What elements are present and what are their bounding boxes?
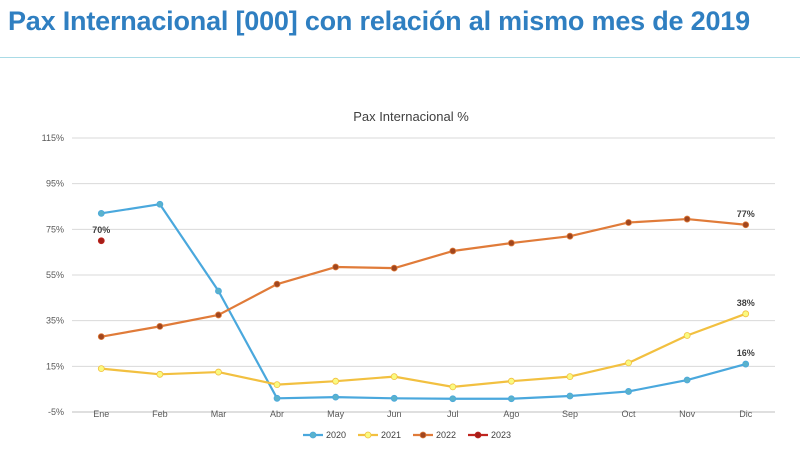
data-point bbox=[97, 209, 105, 217]
data-point bbox=[390, 264, 398, 272]
y-axis-ticks: -5% 15% 35% 55% 75% 95% 115% bbox=[42, 133, 64, 417]
data-point bbox=[273, 280, 281, 288]
data-point bbox=[507, 239, 515, 247]
data-point bbox=[156, 200, 164, 208]
data-point bbox=[507, 377, 515, 385]
data-point bbox=[566, 232, 574, 240]
data-point bbox=[332, 377, 340, 385]
series-line-2022 bbox=[101, 217, 746, 338]
data-point bbox=[332, 393, 340, 401]
data-label: 77% bbox=[737, 209, 755, 219]
x-tick-label: Feb bbox=[152, 409, 168, 419]
data-point bbox=[683, 376, 691, 384]
data-point bbox=[156, 370, 164, 378]
y-tick-label: -5% bbox=[48, 407, 64, 417]
chart-title: Pax Internacional % bbox=[353, 109, 469, 124]
legend-label: 2020 bbox=[326, 430, 346, 440]
x-axis-ticks: Ene Feb Mar Abr May Jun Jul Ago Sep Oct Nov Dic bbox=[93, 409, 752, 419]
data-point bbox=[156, 322, 164, 330]
data-point bbox=[625, 219, 632, 226]
title-divider bbox=[0, 57, 800, 58]
legend-label: 2021 bbox=[381, 430, 401, 440]
x-tick-label: Oct bbox=[622, 409, 637, 419]
data-point bbox=[97, 237, 105, 245]
data-point bbox=[625, 388, 632, 395]
x-tick-label: Abr bbox=[270, 409, 284, 419]
data-label: 38% bbox=[737, 298, 755, 308]
x-tick-label: Sep bbox=[562, 409, 578, 419]
data-point bbox=[449, 247, 457, 255]
data-point bbox=[273, 381, 281, 389]
data-point bbox=[742, 221, 750, 229]
data-point bbox=[215, 368, 222, 376]
data-point bbox=[97, 333, 105, 341]
x-tick-label: Mar bbox=[211, 409, 227, 419]
data-label: 16% bbox=[737, 348, 755, 358]
x-tick-label: May bbox=[327, 409, 345, 419]
x-tick-label: Nov bbox=[679, 409, 696, 419]
x-tick-label: Jul bbox=[447, 409, 459, 419]
data-point bbox=[625, 359, 632, 367]
data-labels: 16% 38% 77% 70% bbox=[92, 209, 754, 358]
data-point bbox=[273, 394, 281, 402]
legend-marker bbox=[364, 431, 372, 439]
legend-marker bbox=[419, 431, 427, 439]
data-point bbox=[390, 373, 398, 381]
data-point bbox=[97, 365, 105, 373]
data-point bbox=[449, 383, 457, 391]
series-markers bbox=[97, 200, 750, 403]
y-tick-label: 15% bbox=[46, 361, 64, 371]
x-tick-label: Ago bbox=[503, 409, 519, 419]
legend-label: 2023 bbox=[491, 430, 511, 440]
series-line-2020 bbox=[101, 203, 746, 400]
data-point bbox=[507, 395, 515, 403]
page-title: Pax Internacional [000] con relación al … bbox=[8, 6, 750, 36]
data-point bbox=[449, 395, 457, 403]
data-point bbox=[566, 392, 574, 400]
y-tick-label: 55% bbox=[46, 270, 64, 280]
data-point bbox=[215, 287, 222, 295]
data-point bbox=[332, 263, 340, 271]
y-tick-label: 95% bbox=[46, 179, 64, 189]
x-tick-label: Jun bbox=[387, 409, 402, 419]
data-point bbox=[742, 360, 750, 368]
data-point bbox=[742, 310, 750, 318]
x-tick-label: Ene bbox=[93, 409, 109, 419]
legend-label: 2022 bbox=[436, 430, 456, 440]
legend: 2020 2021 2022 2023 bbox=[303, 430, 511, 440]
data-point bbox=[683, 215, 691, 223]
gridlines bbox=[72, 137, 775, 413]
series-line-2021 bbox=[101, 312, 747, 388]
y-tick-label: 35% bbox=[46, 316, 64, 326]
y-tick-label: 75% bbox=[46, 224, 64, 234]
legend-marker bbox=[474, 431, 482, 439]
data-point bbox=[215, 311, 222, 319]
x-tick-label: Dic bbox=[739, 409, 752, 419]
data-point bbox=[390, 394, 398, 402]
data-point bbox=[566, 373, 574, 381]
series-lines bbox=[101, 203, 747, 400]
data-point bbox=[683, 332, 691, 339]
legend-marker bbox=[309, 431, 317, 439]
data-label: 70% bbox=[92, 225, 110, 235]
y-tick-label: 115% bbox=[42, 133, 64, 143]
